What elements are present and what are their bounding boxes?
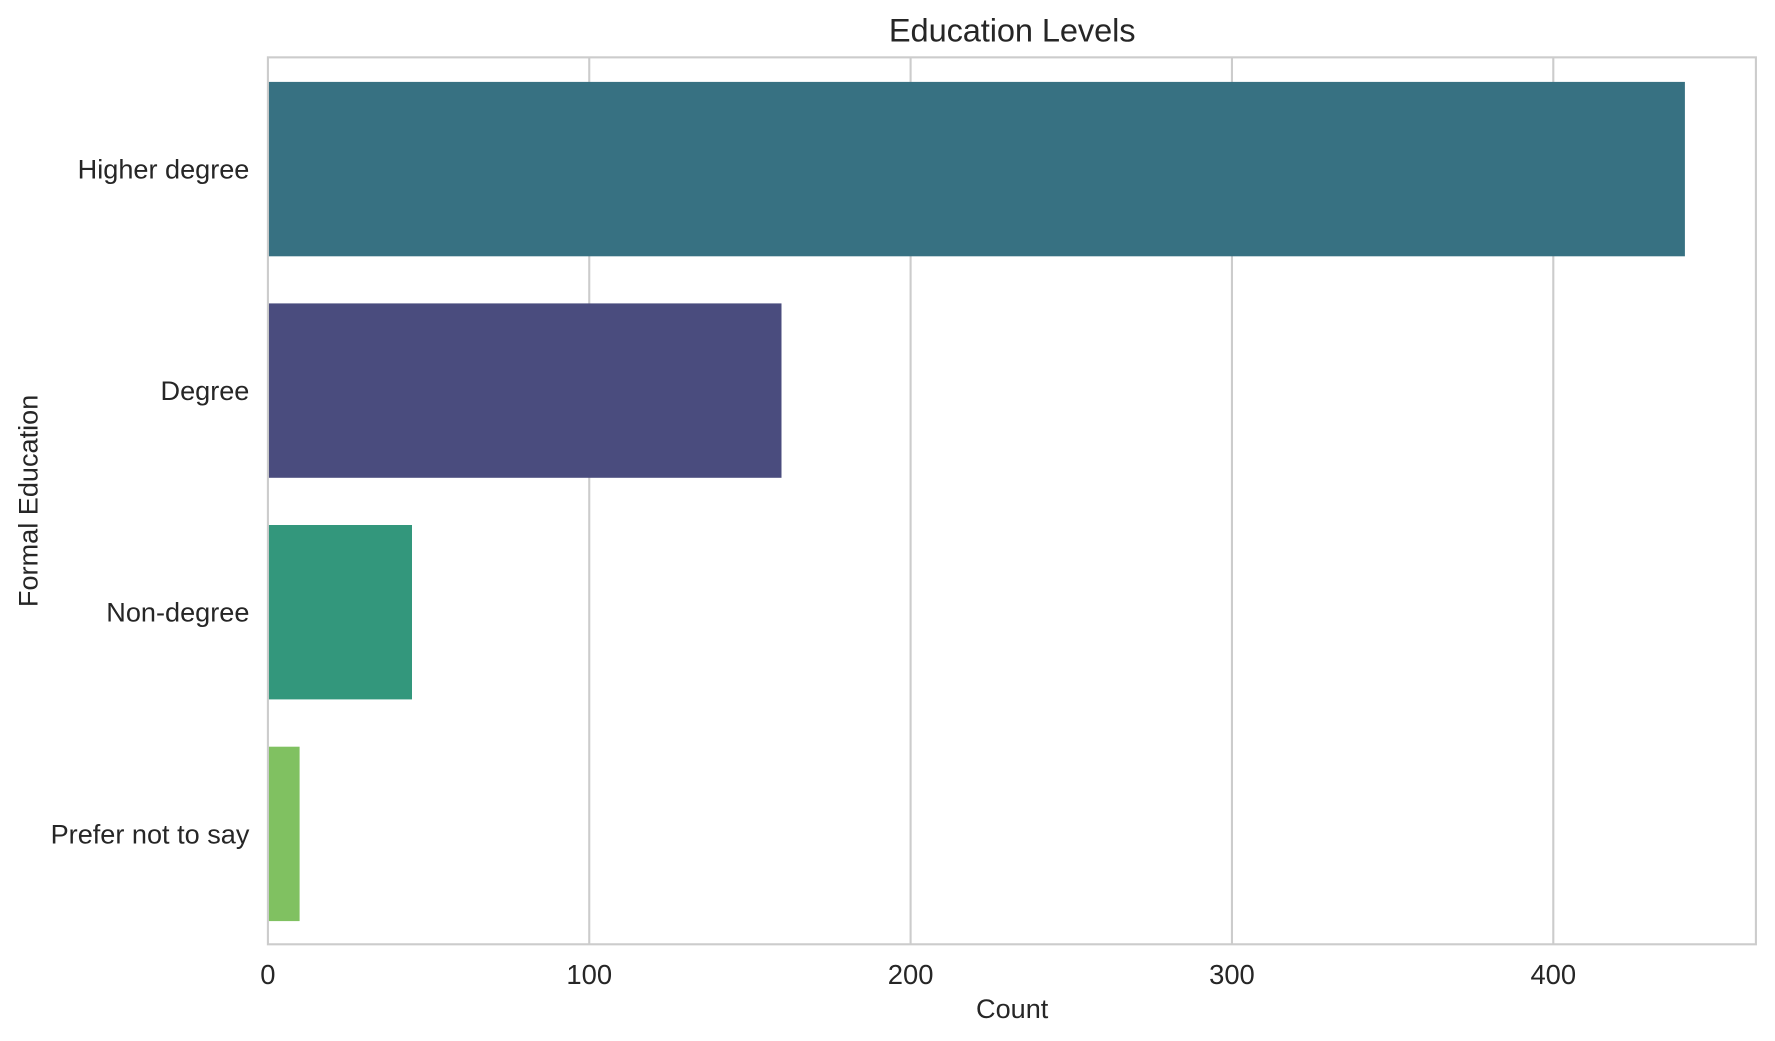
svg-text:0: 0 (260, 959, 275, 990)
svg-text:300: 300 (1209, 959, 1255, 990)
svg-text:Non-degree: Non-degree (106, 597, 249, 628)
svg-text:Education Levels: Education Levels (889, 12, 1136, 49)
svg-text:Count: Count (976, 993, 1049, 1024)
svg-text:Formal Education: Formal Education (13, 395, 44, 607)
svg-text:100: 100 (566, 959, 612, 990)
svg-text:200: 200 (888, 959, 934, 990)
svg-text:400: 400 (1530, 959, 1576, 990)
svg-text:Degree: Degree (161, 375, 250, 406)
svg-text:Higher degree: Higher degree (78, 153, 250, 184)
svg-text:Prefer not to say: Prefer not to say (51, 818, 250, 849)
